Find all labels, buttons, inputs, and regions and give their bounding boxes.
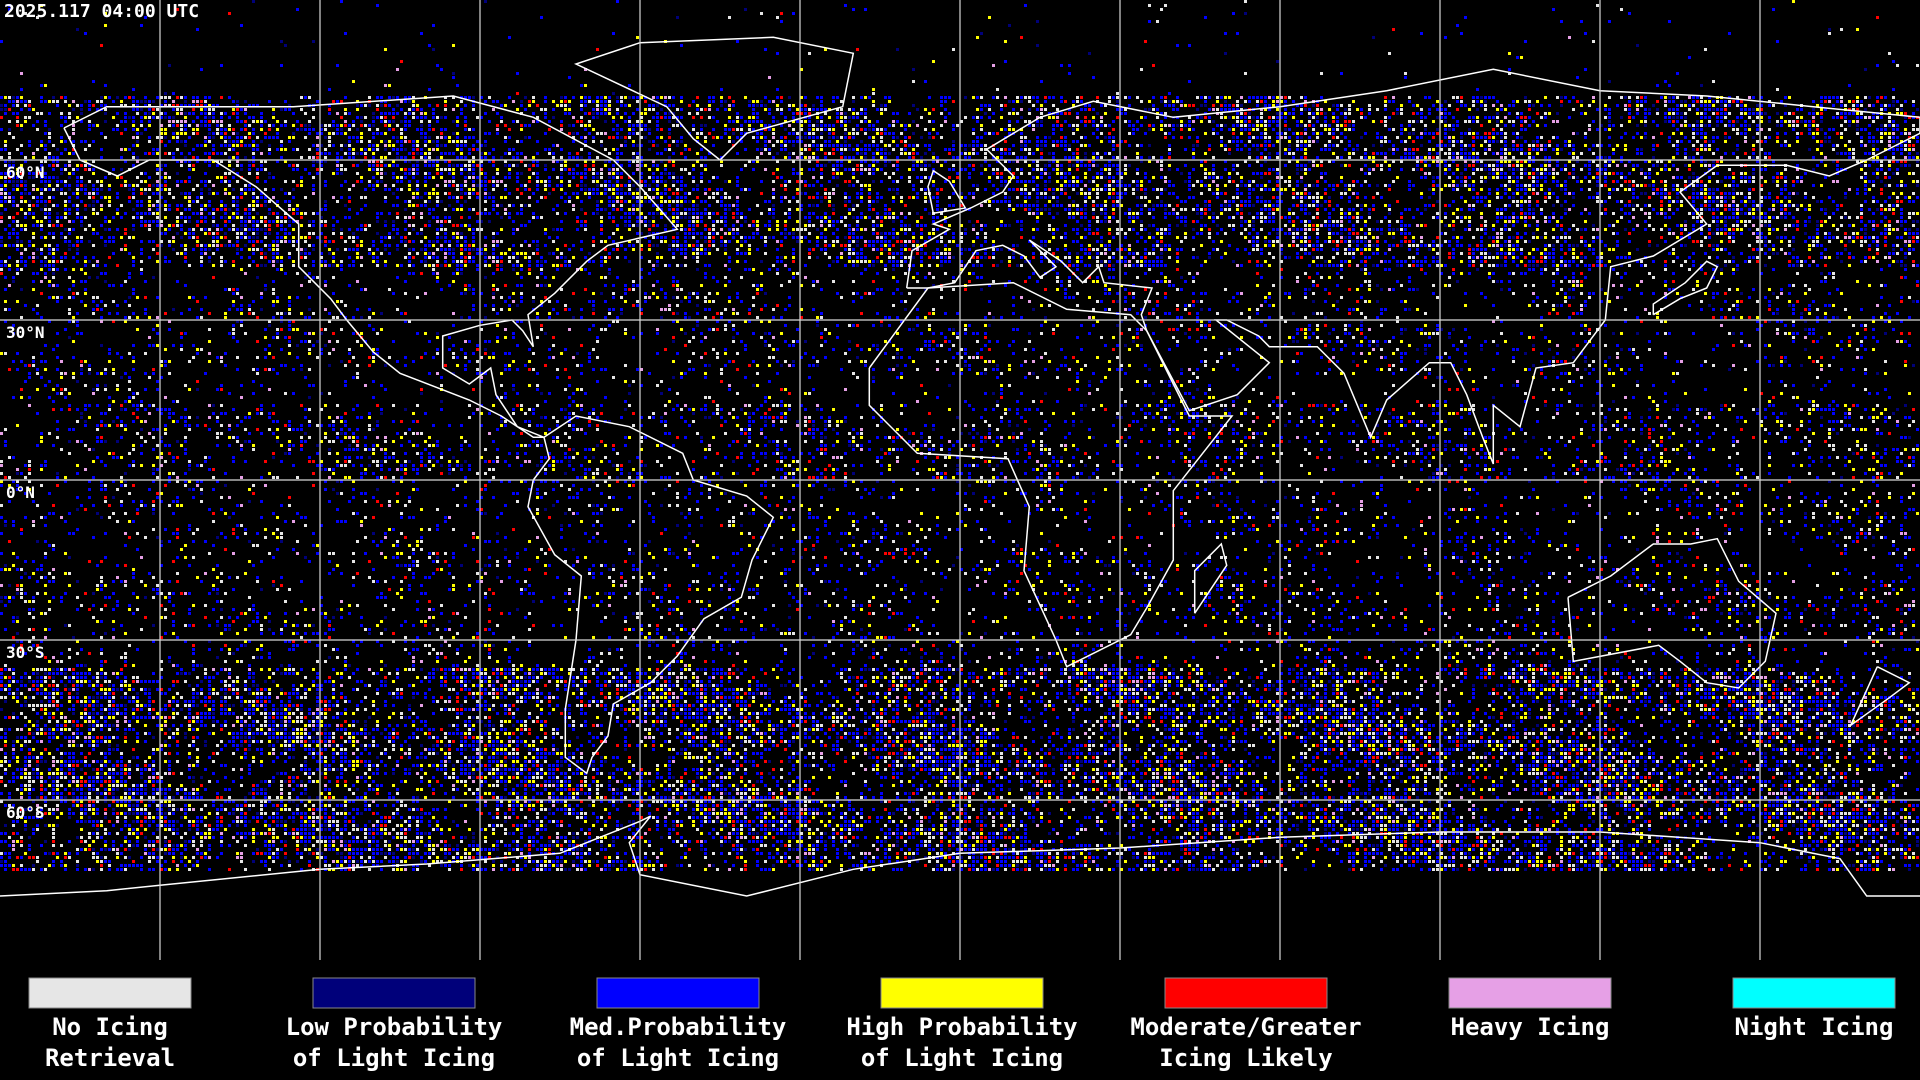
lat-label: 60°N bbox=[6, 163, 45, 182]
coastline bbox=[0, 815, 1920, 897]
lat-label: 30°S bbox=[6, 643, 45, 662]
legend-label: Icing Likely bbox=[1159, 1044, 1332, 1072]
coastline bbox=[868, 281, 1234, 668]
lat-label: 0°N bbox=[6, 483, 35, 502]
legend: No Icing Retrieval Low Probability of Light… bbox=[0, 960, 1920, 1080]
legend-swatch bbox=[596, 977, 760, 1009]
legend-label: Med.Probability bbox=[570, 1013, 787, 1041]
timestamp: 2025.117 04:00 UTC bbox=[4, 1, 199, 22]
legend-label: Retrieval bbox=[45, 1044, 175, 1072]
legend-swatch bbox=[28, 977, 192, 1009]
legend-swatch bbox=[312, 977, 476, 1009]
legend-label: Low Probability bbox=[286, 1013, 503, 1041]
graticule bbox=[0, 0, 1920, 960]
legend-label: of Light Icing bbox=[293, 1044, 495, 1072]
coastline bbox=[905, 68, 1920, 465]
coastline bbox=[1848, 666, 1911, 728]
legend-swatch bbox=[1164, 977, 1328, 1009]
legend-label: High Probability bbox=[846, 1013, 1077, 1041]
coastline bbox=[1193, 542, 1228, 614]
lat-label: 60°S bbox=[6, 803, 45, 822]
coastlines bbox=[0, 36, 1920, 897]
coastline bbox=[1652, 260, 1719, 316]
lat-label: 30°N bbox=[6, 323, 45, 342]
legend-label: No Icing bbox=[52, 1013, 168, 1041]
legend-label: Night Icing bbox=[1735, 1013, 1894, 1041]
legend-label: Heavy Icing bbox=[1451, 1013, 1610, 1041]
coastline bbox=[1567, 537, 1777, 689]
legend-label: Moderate/Greater bbox=[1130, 1013, 1361, 1041]
legend-label: of Light Icing bbox=[577, 1044, 779, 1072]
lat-labels: 60°N 30°N 0°N 30°S 60°S bbox=[6, 163, 45, 822]
legend-swatch bbox=[1448, 977, 1612, 1009]
legend-label: of Light Icing bbox=[861, 1044, 1063, 1072]
coastline bbox=[63, 95, 679, 439]
legend-swatch bbox=[1732, 977, 1896, 1009]
legend-swatch bbox=[880, 977, 1044, 1009]
coastline bbox=[573, 36, 855, 161]
